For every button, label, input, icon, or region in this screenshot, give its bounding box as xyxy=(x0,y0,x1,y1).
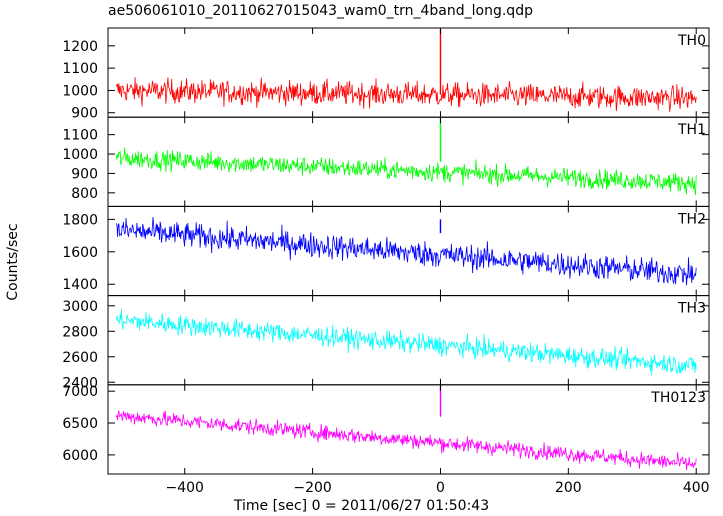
panel-label-th1: TH1 xyxy=(677,122,706,138)
panel-label-th2: TH2 xyxy=(677,211,706,227)
panel-label-th0: TH0 xyxy=(677,33,706,49)
y-tick-label: 2800 xyxy=(62,324,98,340)
y-tick-label: 2600 xyxy=(62,350,98,366)
y-tick-label: 1200 xyxy=(62,39,98,55)
x-tick-label: −400 xyxy=(165,480,203,496)
y-tick-label: 1600 xyxy=(62,245,98,261)
series-line-th0 xyxy=(115,76,697,112)
x-tick-label: −200 xyxy=(293,480,331,496)
y-tick-label: 900 xyxy=(71,166,98,182)
y-tick-label: 1000 xyxy=(62,83,98,99)
panel-frame-th1 xyxy=(107,116,710,207)
y-tick-label: 1100 xyxy=(62,61,98,77)
series-line-th3 xyxy=(115,308,697,376)
panel-label-th0123: TH0123 xyxy=(650,390,706,406)
panel-frame-th0123 xyxy=(107,384,710,475)
x-tick-label: 400 xyxy=(683,480,710,496)
y-tick-label: 1400 xyxy=(62,277,98,293)
x-axis-label: Time [sec] 0 = 2011/06/27 01:50:43 xyxy=(233,498,490,514)
panel-frame-th3 xyxy=(107,295,710,386)
y-tick-label: 900 xyxy=(71,106,98,122)
chart-title: ae506061010_20110627015043_wam0_trn_4ban… xyxy=(108,3,533,19)
series-line-th0123 xyxy=(115,410,697,471)
y-tick-label: 3000 xyxy=(62,299,98,315)
x-tick-label: 200 xyxy=(555,480,582,496)
panel-label-th3: TH3 xyxy=(677,301,706,317)
x-tick-label: 0 xyxy=(436,480,445,496)
panel-frame-th0 xyxy=(107,27,710,118)
y-tick-label: 7000 xyxy=(62,384,98,400)
series-line-th1 xyxy=(115,147,697,195)
y-tick-label: 6500 xyxy=(62,416,98,432)
series-line-th2 xyxy=(115,217,697,286)
y-tick-label: 2400 xyxy=(62,375,98,391)
y-tick-label: 800 xyxy=(71,186,98,202)
y-tick-label: 1000 xyxy=(62,147,98,163)
y-tick-label: 6000 xyxy=(62,448,98,464)
y-tick-label: 1800 xyxy=(62,212,98,228)
y-tick-label: 1100 xyxy=(62,128,98,144)
